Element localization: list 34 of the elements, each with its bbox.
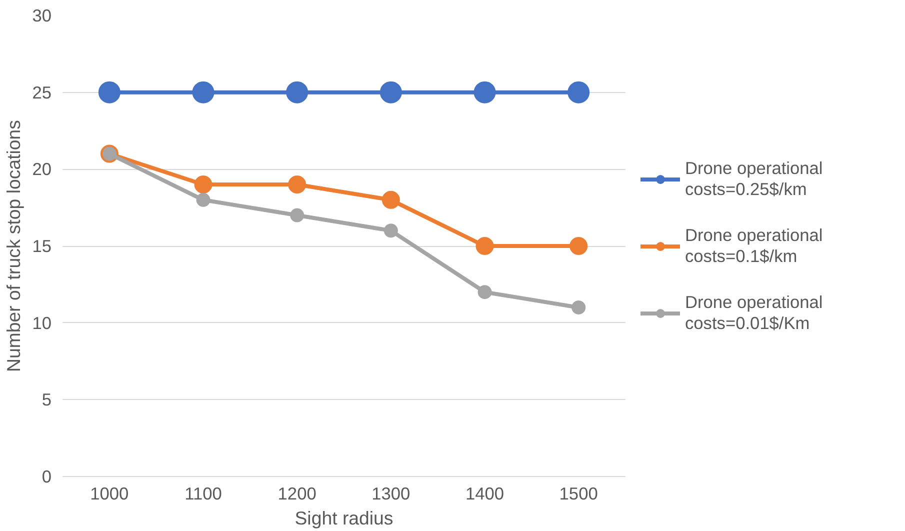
x-tick-label: 1500 [559,484,598,504]
point [474,81,496,104]
point [570,237,588,255]
x-tick-label: 1200 [278,484,316,504]
y-tick-label: 5 [42,390,52,410]
point [290,208,304,222]
x-tick-label: 1000 [90,484,129,504]
point [98,81,120,104]
point [382,190,400,209]
y-tick-label: 0 [42,466,52,486]
x-tick-label: 1300 [372,484,410,504]
y-tick-label: 10 [32,312,52,333]
y-tick-label: 30 [32,6,52,26]
point [568,81,590,104]
point [196,192,210,207]
x-tick-label: 1400 [465,484,504,504]
point [286,81,308,104]
point [476,237,494,255]
y-axis-title: Number of truck stop locations [3,120,24,372]
y-tick-label: 15 [32,236,52,256]
y-tick-label: 20 [32,159,52,180]
y-tick-label: 25 [32,82,52,102]
point [192,81,214,104]
point [380,81,402,104]
point [288,176,306,194]
point [572,300,586,314]
legend-label: Drone operational costs=0.01$/Km [685,292,823,334]
legend-label: Drone operational costs=0.25$/km [685,158,823,200]
x-tick-label: 1100 [184,484,222,504]
x-axis-title: Sight radius [294,508,394,528]
point [478,285,492,300]
point [384,224,398,238]
point [194,176,212,194]
legend-label: Drone operational costs=0.1$/km [685,224,823,266]
